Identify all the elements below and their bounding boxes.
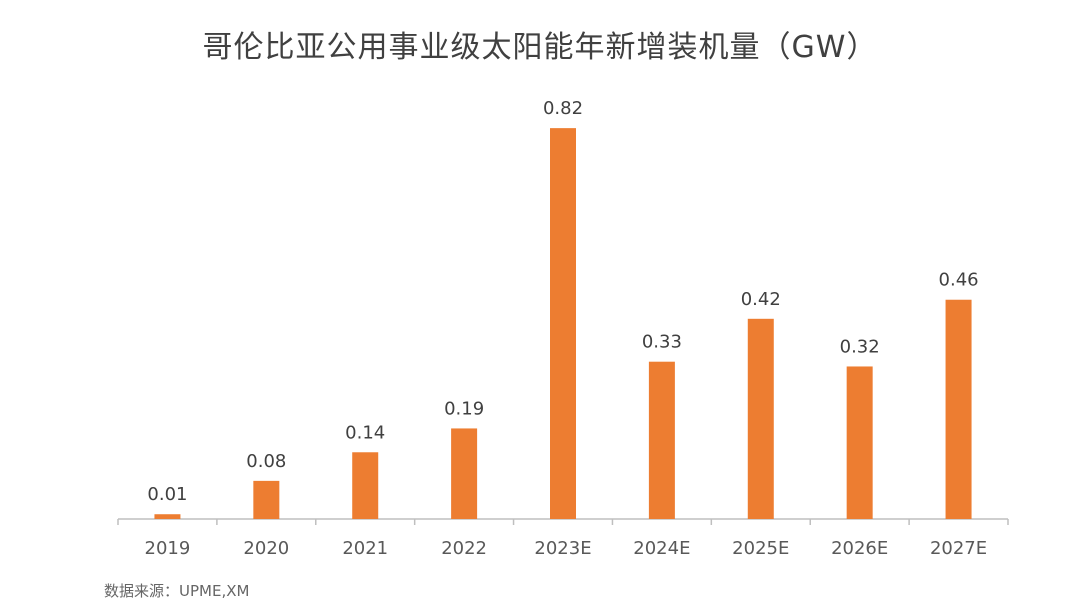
data-label-2019: 0.01 <box>147 484 187 505</box>
x-tick-label-2019: 2019 <box>145 538 191 559</box>
bar-2024E <box>648 361 675 519</box>
x-tick-label-2026E: 2026E <box>831 538 888 559</box>
x-tick-label-2023E: 2023E <box>534 538 591 559</box>
x-tick-label-2027E: 2027E <box>930 538 987 559</box>
bar-2019 <box>154 514 181 519</box>
data-label-2026E: 0.32 <box>840 336 880 357</box>
source-note: 数据来源：UPME,XM <box>104 582 250 600</box>
data-label-2020: 0.08 <box>246 451 286 472</box>
bar-2025E <box>747 318 774 519</box>
bar-2023E <box>550 128 576 519</box>
x-tick-label-2024E: 2024E <box>633 538 690 559</box>
bar-2027E <box>945 299 972 519</box>
bar-2026E <box>846 366 873 519</box>
chart-title: 哥伦比亚公用事业级太阳能年新增装机量（GW） <box>202 30 878 65</box>
bar-2022 <box>451 428 478 519</box>
x-tick-label-2021: 2021 <box>342 538 388 559</box>
data-label-2023E: 0.82 <box>543 98 583 119</box>
bar-2021 <box>352 452 379 519</box>
data-label-2025E: 0.42 <box>741 289 781 310</box>
x-tick-label-2022: 2022 <box>441 538 487 559</box>
data-label-2027E: 0.46 <box>939 270 979 291</box>
data-label-2024E: 0.33 <box>642 332 682 353</box>
bar-2020 <box>253 480 280 519</box>
data-label-2022: 0.19 <box>444 398 484 419</box>
data-label-2021: 0.14 <box>345 422 385 443</box>
x-tick-label-2020: 2020 <box>243 538 289 559</box>
x-tick-label-2025E: 2025E <box>732 538 789 559</box>
